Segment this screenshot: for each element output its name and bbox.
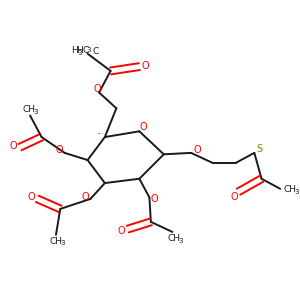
Text: O: O xyxy=(94,84,101,94)
Text: O: O xyxy=(193,145,201,155)
Text: O: O xyxy=(230,192,238,203)
Text: C: C xyxy=(93,47,99,56)
Text: 3: 3 xyxy=(179,238,183,244)
Text: 3: 3 xyxy=(294,189,298,195)
Text: O: O xyxy=(82,192,89,203)
Text: ···: ··· xyxy=(96,130,103,139)
Text: S: S xyxy=(256,144,262,154)
Text: O: O xyxy=(140,122,148,132)
Text: CH: CH xyxy=(22,105,35,114)
Text: 3: 3 xyxy=(60,240,65,246)
Text: CH: CH xyxy=(50,237,62,246)
Text: 3: 3 xyxy=(34,109,38,115)
Text: 3: 3 xyxy=(86,47,91,53)
Text: O: O xyxy=(10,141,17,151)
Text: C: C xyxy=(82,46,88,55)
Text: O: O xyxy=(118,226,125,236)
Text: H: H xyxy=(71,46,78,55)
Text: CH: CH xyxy=(284,185,297,194)
Text: O: O xyxy=(151,194,158,204)
Text: O: O xyxy=(27,192,35,202)
Text: 3: 3 xyxy=(78,50,82,56)
Text: O: O xyxy=(56,145,63,155)
Text: O: O xyxy=(142,61,149,71)
Text: H: H xyxy=(76,46,82,55)
Text: CH: CH xyxy=(167,234,180,243)
